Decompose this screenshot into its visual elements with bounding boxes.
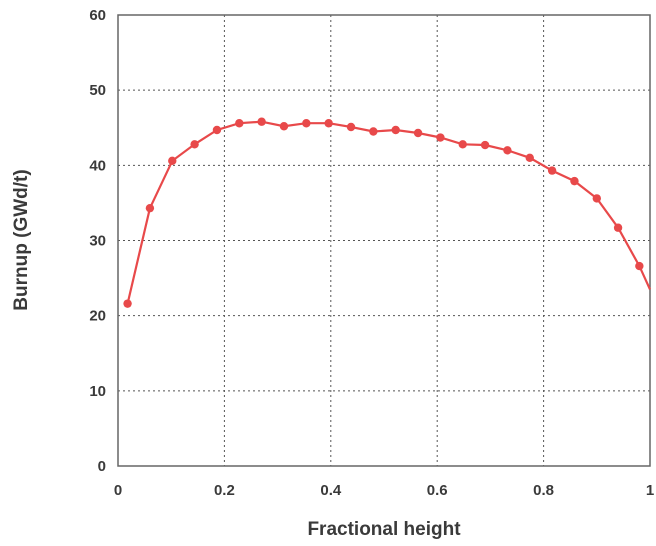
data-point — [190, 140, 199, 149]
data-point — [570, 176, 579, 186]
series-layer — [123, 117, 652, 308]
data-point — [324, 119, 333, 128]
data-point — [391, 125, 400, 135]
plot-frame — [117, 14, 651, 467]
data-point — [279, 122, 289, 131]
x-tick-label: 0.6 — [427, 482, 448, 499]
data-point — [525, 153, 534, 163]
x-axis-title: Fractional height — [307, 519, 461, 540]
y-tick-label: 30 — [89, 233, 106, 250]
data-point — [369, 127, 378, 136]
grid-lines — [118, 15, 650, 466]
x-tick-label: 0.4 — [320, 482, 342, 499]
data-point — [635, 261, 644, 271]
x-tick-label: 0.8 — [533, 482, 554, 499]
data-point — [436, 133, 445, 142]
data-point — [346, 122, 356, 132]
data-point — [480, 140, 490, 150]
data-point — [503, 146, 512, 155]
y-tick-label: 40 — [89, 157, 106, 174]
data-point — [592, 194, 601, 203]
y-tick-label: 50 — [89, 82, 106, 99]
data-point — [458, 140, 467, 149]
data-point — [235, 119, 244, 128]
data-point — [302, 119, 311, 128]
data-point — [145, 203, 155, 213]
series-line — [126, 120, 652, 304]
x-tick-label: 0.2 — [214, 482, 235, 499]
x-tick-label: 0 — [114, 482, 122, 499]
y-tick-label: 0 — [98, 458, 106, 475]
data-point — [212, 125, 222, 135]
x-tick-label: 1 — [646, 482, 654, 499]
data-point — [413, 128, 423, 138]
data-point — [547, 166, 557, 175]
data-point — [123, 299, 132, 308]
y-tick-label: 20 — [89, 308, 106, 325]
data-point — [613, 223, 623, 232]
y-tick-label: 60 — [89, 7, 106, 24]
data-point — [168, 156, 177, 166]
data-point — [257, 117, 266, 126]
y-tick-label: 10 — [89, 383, 106, 400]
y-axis-title: Burnup (GWd/t) — [11, 169, 32, 310]
